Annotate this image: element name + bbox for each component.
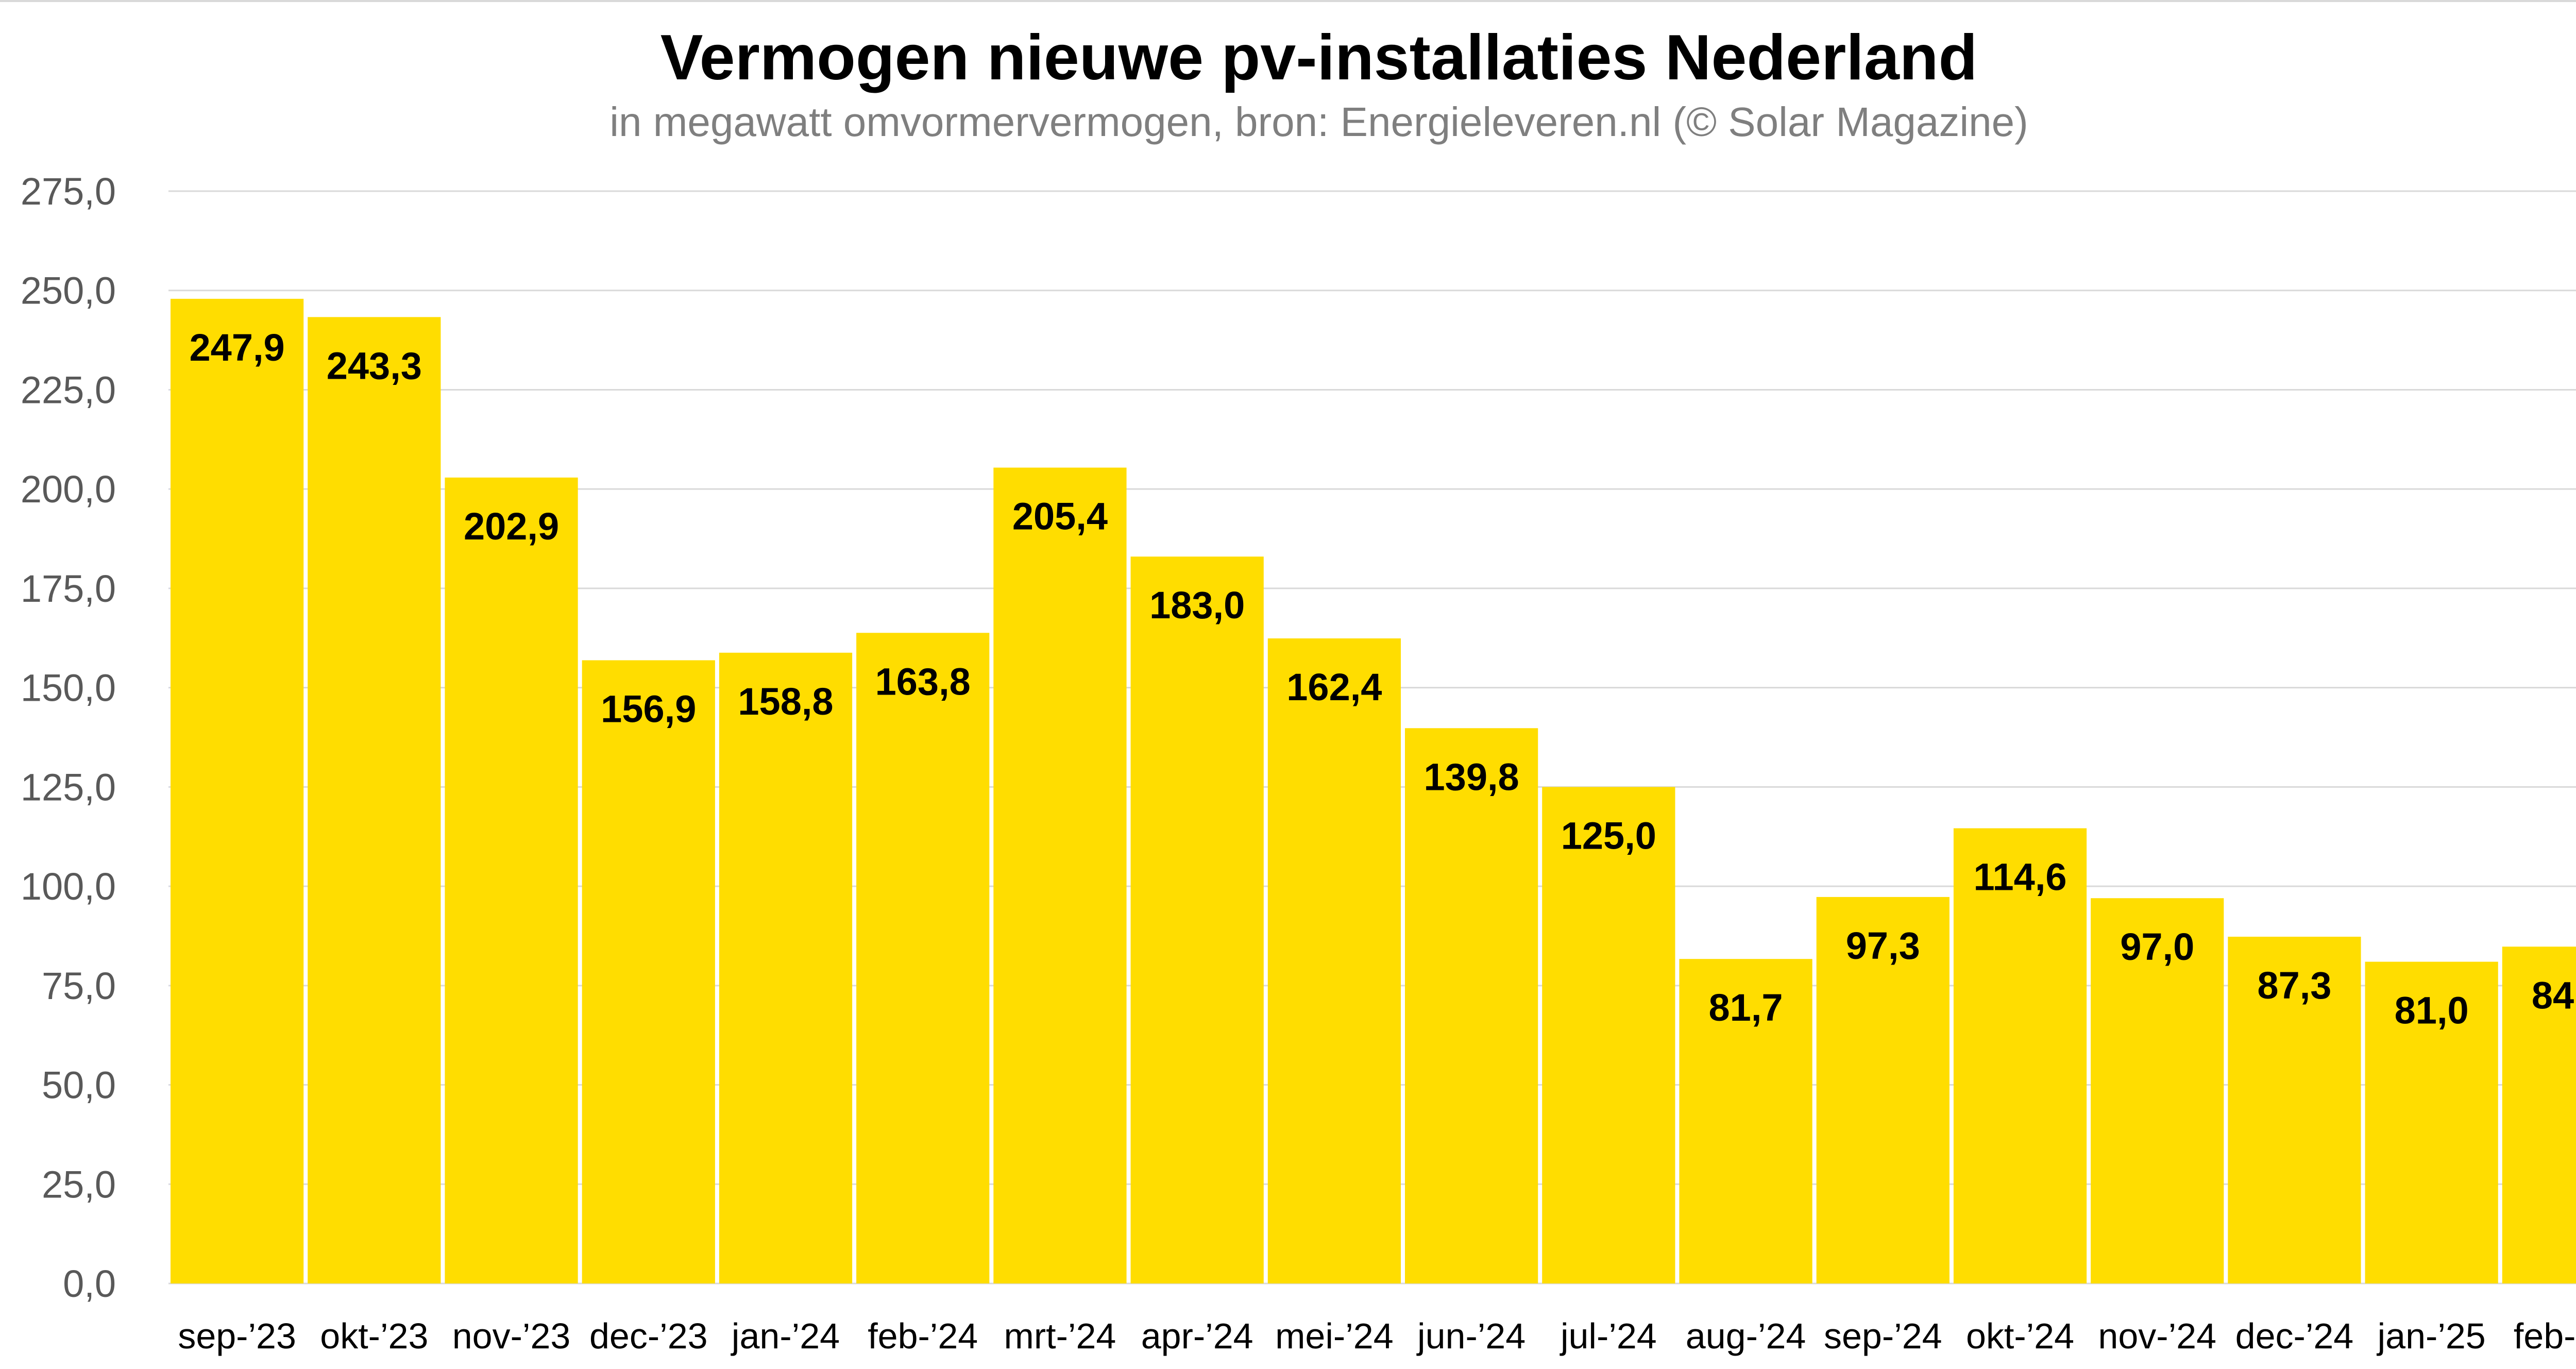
x-tick-label: sep-’24 [1824, 1316, 1942, 1356]
bar [1267, 638, 1401, 1283]
bar [1405, 728, 1538, 1283]
x-tick-label: nov-’24 [2098, 1316, 2216, 1356]
bar [856, 633, 990, 1283]
data-label: 205,4 [1012, 495, 1108, 538]
bar [1679, 959, 1812, 1283]
data-label: 97,0 [2120, 925, 2194, 968]
data-label: 156,9 [601, 687, 696, 730]
y-tick-label: 0,0 [63, 1262, 116, 1305]
x-axis-ticks: sep-’23 okt-’23 nov-’23 dec-’23 jan-’24 feb-’… [178, 1316, 2576, 1356]
data-label: 139,8 [1424, 755, 1519, 798]
x-tick-label: mei-’24 [1275, 1316, 1394, 1356]
x-tick-label: jul-’24 [1560, 1316, 1657, 1356]
x-tick-label: jan-’25 [2377, 1316, 2486, 1356]
data-label: 202,9 [464, 505, 559, 548]
bar [445, 477, 578, 1283]
data-label: 81,7 [1709, 986, 1783, 1029]
x-tick-label: feb-’24 [868, 1316, 978, 1356]
y-tick-label: 100,0 [21, 865, 116, 908]
x-tick-label: jan-’24 [731, 1316, 840, 1356]
bar [1130, 556, 1264, 1283]
data-label: 87,3 [2257, 964, 2331, 1007]
bar [2365, 961, 2498, 1283]
y-tick-label: 225,0 [21, 368, 116, 411]
y-tick-label: 175,0 [21, 567, 116, 610]
data-label: 247,9 [190, 326, 285, 369]
data-label: 81,0 [2395, 989, 2469, 1032]
y-tick-label: 50,0 [42, 1064, 116, 1107]
data-label: 243,3 [327, 344, 422, 387]
y-axis-ticks: 0,0 25,0 50,0 75,0 100,0 125,0 150,0 175,0 200,0… [21, 170, 116, 1305]
bar [308, 317, 441, 1283]
x-tick-label: feb-’25 [2514, 1316, 2576, 1356]
bar [1816, 897, 1950, 1283]
data-label: 114,6 [1973, 856, 2066, 899]
x-tick-label: nov-’23 [452, 1316, 571, 1356]
data-label: 125,0 [1561, 814, 1656, 857]
x-tick-label: sep-’23 [178, 1316, 296, 1356]
gridlines [168, 190, 2576, 1285]
data-label: 162,4 [1286, 666, 1382, 708]
data-label: 163,8 [875, 660, 971, 703]
x-tick-label: jun-’24 [1416, 1316, 1526, 1356]
chart-subtitle: in megawatt omvormervermogen, bron: Ener… [609, 99, 2028, 145]
y-tick-label: 150,0 [21, 667, 116, 709]
bar [2502, 947, 2576, 1283]
x-tick-label: apr-’24 [1141, 1316, 1253, 1356]
data-label: 84,8 [2532, 974, 2576, 1017]
x-tick-label: okt-’23 [320, 1316, 428, 1356]
bar [1953, 828, 2087, 1283]
data-label: 183,0 [1149, 584, 1245, 627]
x-tick-label: mrt-’24 [1004, 1316, 1116, 1356]
y-tick-label: 25,0 [42, 1163, 116, 1206]
bar [2091, 898, 2224, 1283]
x-tick-label: okt-’24 [1966, 1316, 2074, 1356]
x-tick-label: dec-’23 [589, 1316, 708, 1356]
data-label: 158,8 [738, 680, 833, 723]
data-label: 97,3 [1846, 924, 1920, 967]
bar [993, 467, 1127, 1283]
y-tick-label: 200,0 [21, 468, 116, 511]
y-tick-label: 250,0 [21, 269, 116, 312]
bar [719, 652, 853, 1283]
x-tick-label: dec-’24 [2235, 1316, 2354, 1356]
chart-title: Vermogen nieuwe pv-installaties Nederlan… [660, 22, 1978, 93]
bar [1542, 787, 1675, 1283]
bar [171, 298, 304, 1283]
y-tick-label: 275,0 [21, 170, 116, 213]
bar [582, 660, 715, 1283]
y-tick-label: 125,0 [21, 766, 116, 808]
bars [171, 298, 2576, 1283]
bar [2228, 936, 2361, 1283]
x-tick-label: aug-’24 [1686, 1316, 1806, 1356]
data-labels: 247,9 243,3 202,9 156,9 158,8 163,8 205,4 183,0… [190, 326, 2576, 1032]
y-tick-label: 75,0 [42, 965, 116, 1007]
